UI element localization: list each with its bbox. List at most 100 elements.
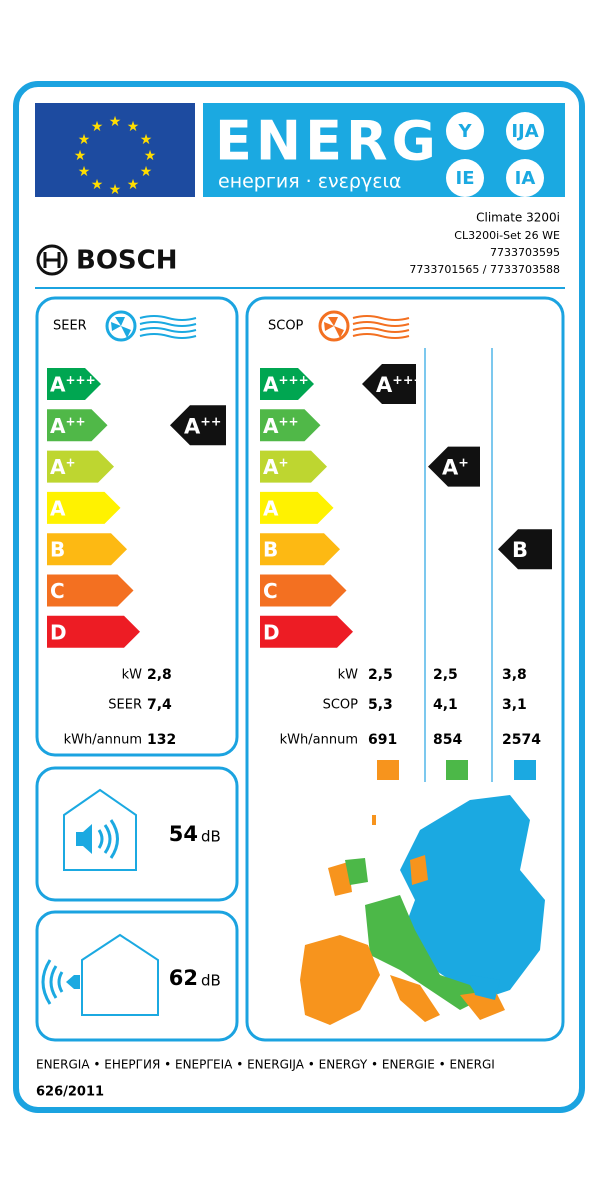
class-arrow	[260, 533, 340, 566]
class-label: A	[50, 496, 66, 520]
class-label: B	[50, 538, 65, 562]
scop-panel	[245, 296, 565, 1042]
row-value: 691	[368, 732, 397, 748]
badge-text: IA	[515, 168, 536, 189]
noise-unit: dB	[201, 828, 221, 846]
svg-text:★: ★	[127, 177, 140, 193]
row-label: kWh/annum	[64, 733, 142, 748]
class-arrow	[47, 409, 108, 442]
class-label: C	[263, 579, 278, 603]
badge	[446, 159, 484, 197]
noise-unit: dB	[201, 972, 221, 990]
outdoor-noise-panel	[35, 910, 239, 1042]
badge-text: IJA	[511, 121, 538, 142]
zone-colder	[514, 760, 536, 780]
model-line: Climate 3200i	[476, 211, 560, 225]
eu-stars: ★ ★★★ ★★★★ ★★★★	[74, 114, 157, 198]
class-indicator	[498, 529, 552, 570]
svg-text:★: ★	[91, 177, 104, 193]
energy-banner	[203, 103, 565, 197]
class-arrow	[47, 491, 121, 524]
row-label: SEER	[108, 698, 142, 713]
class-arrow	[260, 615, 353, 648]
row-label: SCOP	[323, 698, 359, 713]
class-label: D	[50, 620, 67, 644]
svg-text:★: ★	[109, 182, 122, 198]
svg-text:★: ★	[91, 119, 104, 135]
indoor-noise-panel	[35, 766, 239, 902]
class-arrow	[47, 450, 114, 483]
value-tables: kW 2,8 SEER 7,4 kWh/annum 132 kW 2,5 2,5 3,8 SCOP 5…	[64, 667, 542, 748]
energy-title: ENERG	[215, 110, 440, 173]
zone-average	[446, 760, 468, 780]
svg-text:★: ★	[78, 132, 91, 148]
footer-energy: ENERGIA • ЕНЕРГИЯ • ΕΝΕΡΓΕΙΑ • ENERGIJA …	[36, 1058, 495, 1072]
class-arrow	[260, 409, 321, 442]
row-value: 2574	[502, 732, 541, 748]
row-value: 2,5	[433, 667, 458, 683]
row-value: 5,3	[368, 697, 393, 713]
indoor-icon	[63, 788, 137, 871]
svg-text:★: ★	[78, 164, 91, 180]
model-line: 7733701565 / 7733703588	[409, 263, 560, 276]
fan-icon-heat	[318, 310, 410, 342]
badge-text: IE	[456, 168, 475, 189]
row-value: 2,5	[368, 667, 393, 683]
outdoor-noise: 62	[169, 966, 198, 990]
svg-text:★: ★	[109, 114, 122, 130]
model-line: 7733703595	[490, 246, 560, 259]
row-value: 7,4	[147, 697, 172, 713]
outdoor-icon	[41, 933, 159, 1016]
regulation: 626/2011	[36, 1085, 104, 1100]
class-arrow	[47, 574, 134, 607]
class-label: A	[263, 496, 279, 520]
row-value: 132	[147, 732, 176, 748]
energy-subtitle: енергия · ενεργεια	[218, 171, 401, 193]
badge	[506, 112, 544, 150]
row-value: 3,8	[502, 667, 527, 683]
row-label: kW	[122, 668, 143, 683]
eu-flag	[35, 103, 195, 197]
class-label: B	[263, 538, 278, 562]
svg-text:★: ★	[74, 148, 87, 164]
class-arrow	[260, 491, 334, 524]
row-value: 4,1	[433, 697, 458, 713]
badge-text: Y	[457, 121, 472, 142]
class-indicator-label: B	[512, 538, 528, 562]
seer-label: SEER	[53, 319, 87, 334]
class-indicator	[428, 446, 480, 487]
svg-text:★: ★	[144, 148, 157, 164]
svg-text:★: ★	[127, 119, 140, 135]
svg-text:★: ★	[140, 164, 153, 180]
fan-icon-cool	[105, 310, 197, 342]
class-arrow	[47, 368, 101, 400]
language-badges: Y IJA IE IA	[446, 112, 544, 197]
class-indicator	[170, 405, 226, 446]
row-label: kW	[338, 668, 359, 683]
svg-text:★: ★	[140, 132, 153, 148]
model-line: CL3200i-Set 26 WE	[454, 229, 560, 242]
zone-warmer	[377, 760, 399, 780]
scop-label: SCOP	[268, 319, 304, 334]
class-arrow	[47, 615, 140, 648]
badge	[446, 112, 484, 150]
class-label: D	[263, 620, 280, 644]
badge	[506, 159, 544, 197]
class-arrow	[260, 368, 314, 400]
class-arrow	[47, 533, 127, 566]
seer-panel	[35, 296, 239, 757]
row-value: 2,8	[147, 667, 172, 683]
class-indicator	[362, 364, 416, 404]
indoor-noise: 54	[169, 822, 198, 846]
bosch-logo	[36, 244, 68, 276]
europe-map	[300, 795, 545, 1025]
supplier: BOSCH	[76, 246, 178, 276]
row-value: 854	[433, 732, 462, 748]
class-label: C	[50, 579, 65, 603]
row-value: 3,1	[502, 697, 527, 713]
class-arrow	[260, 574, 347, 607]
row-label: kWh/annum	[280, 733, 358, 748]
class-arrow	[260, 450, 327, 483]
